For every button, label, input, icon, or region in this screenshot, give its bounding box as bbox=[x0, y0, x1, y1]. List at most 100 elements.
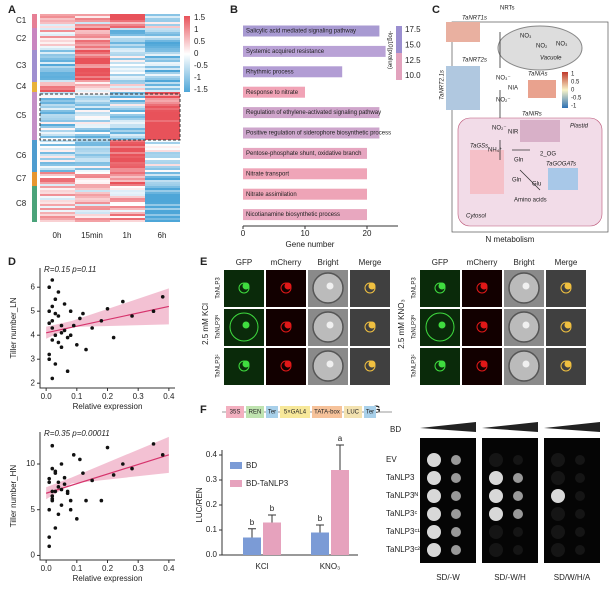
point bbox=[151, 442, 156, 446]
heat-cell bbox=[110, 120, 145, 122]
heat-cell bbox=[145, 126, 180, 128]
heat-cell bbox=[40, 182, 75, 184]
heat-cell bbox=[75, 16, 110, 18]
box bbox=[344, 406, 362, 418]
heat-cell bbox=[40, 54, 75, 56]
bar-label: Positive regulation of siderophore biosy… bbox=[246, 131, 391, 137]
y-tick-label: 0.2 bbox=[206, 500, 218, 509]
heat-cell bbox=[40, 110, 75, 112]
heat-cell bbox=[110, 64, 145, 66]
label: NIR bbox=[508, 130, 519, 136]
panel-label: C bbox=[432, 4, 440, 16]
label: NRTs bbox=[500, 6, 515, 12]
heat-cell bbox=[110, 102, 145, 104]
heat-cell bbox=[145, 52, 180, 54]
error-bar bbox=[268, 514, 276, 523]
column-label: Bright bbox=[514, 258, 536, 267]
heat-cell bbox=[145, 192, 180, 194]
heat-cell bbox=[75, 180, 110, 182]
legend-swatch bbox=[230, 480, 242, 487]
column-label: 15min bbox=[81, 231, 103, 240]
cell bbox=[364, 321, 376, 333]
heat-cell bbox=[40, 188, 75, 190]
point bbox=[53, 333, 58, 338]
point bbox=[160, 295, 165, 299]
y-tick-label: 10 bbox=[26, 459, 35, 468]
colony bbox=[551, 489, 565, 503]
arrows bbox=[499, 32, 541, 191]
y-axis-title: LUC/REN bbox=[195, 487, 204, 522]
heat-cell bbox=[145, 56, 180, 58]
cell bbox=[434, 282, 446, 294]
label: Amino acids bbox=[514, 198, 547, 204]
heat-cell bbox=[110, 202, 145, 204]
heat-cell bbox=[40, 212, 75, 214]
heat-cell bbox=[145, 172, 180, 174]
nucleus bbox=[480, 282, 488, 290]
heat-cell bbox=[40, 20, 75, 22]
heat-cell bbox=[40, 50, 75, 52]
heat-cell bbox=[40, 46, 75, 48]
heat-cell bbox=[110, 166, 145, 168]
panel-label: B bbox=[230, 4, 238, 16]
row-label: TaNLP3ᶜ² bbox=[386, 545, 420, 554]
heat-cell bbox=[145, 160, 180, 162]
point bbox=[47, 507, 52, 512]
heat-cell bbox=[145, 196, 180, 198]
heat-cell bbox=[75, 70, 110, 72]
label: TaNIRs bbox=[522, 112, 542, 118]
bar bbox=[243, 147, 367, 159]
x-tick-label: 20 bbox=[363, 229, 372, 238]
heat-cell bbox=[110, 144, 145, 146]
heat-cell bbox=[40, 206, 75, 208]
point bbox=[53, 489, 58, 494]
heat-cell bbox=[75, 154, 110, 156]
heat-cell bbox=[110, 100, 145, 102]
heat-cell bbox=[40, 28, 75, 30]
heat-cell bbox=[75, 86, 110, 88]
heat-cell bbox=[145, 208, 180, 210]
heat-cell bbox=[110, 52, 145, 54]
bar-label: Response to nitrate bbox=[246, 90, 299, 96]
colorbar-label: -0.5 bbox=[194, 61, 208, 70]
colony bbox=[575, 527, 585, 537]
heat-cell bbox=[40, 74, 75, 76]
point bbox=[47, 309, 52, 314]
heat-cell bbox=[145, 104, 180, 106]
heat-cell bbox=[75, 188, 110, 190]
condition-label: 2.5 mM KNO₃ bbox=[397, 299, 406, 349]
bar bbox=[243, 25, 380, 37]
heat-cell bbox=[145, 154, 180, 156]
heat-cell bbox=[110, 114, 145, 116]
box bbox=[312, 406, 342, 418]
point bbox=[81, 471, 85, 475]
heat-cell bbox=[75, 174, 110, 176]
nucleus bbox=[368, 360, 376, 368]
point bbox=[71, 323, 76, 328]
heat-cell bbox=[40, 174, 75, 176]
heat-cell bbox=[110, 22, 145, 24]
heat-cell bbox=[110, 158, 145, 160]
point bbox=[62, 482, 67, 486]
colony bbox=[575, 509, 585, 519]
nucleus bbox=[242, 360, 250, 368]
heat-cell bbox=[75, 24, 110, 26]
heat-cell bbox=[40, 86, 75, 88]
nrt2-heat bbox=[446, 66, 480, 110]
heat-cell bbox=[110, 140, 145, 142]
point bbox=[50, 319, 55, 323]
heat-cell bbox=[110, 198, 145, 200]
cell bbox=[476, 360, 488, 372]
colony bbox=[489, 453, 503, 467]
y-tick-label: 0 bbox=[31, 551, 36, 560]
heat-cell bbox=[40, 190, 75, 192]
heat-cell bbox=[40, 164, 75, 166]
heat-cell bbox=[40, 92, 75, 94]
heat-cell bbox=[75, 42, 110, 44]
label: 2_OG bbox=[540, 152, 556, 158]
row-label: TaNLP3 bbox=[386, 473, 415, 482]
cell bbox=[560, 321, 572, 333]
x-tick-label: 10 bbox=[301, 229, 310, 238]
heat-cell bbox=[110, 174, 145, 176]
heat-cell bbox=[145, 202, 180, 204]
